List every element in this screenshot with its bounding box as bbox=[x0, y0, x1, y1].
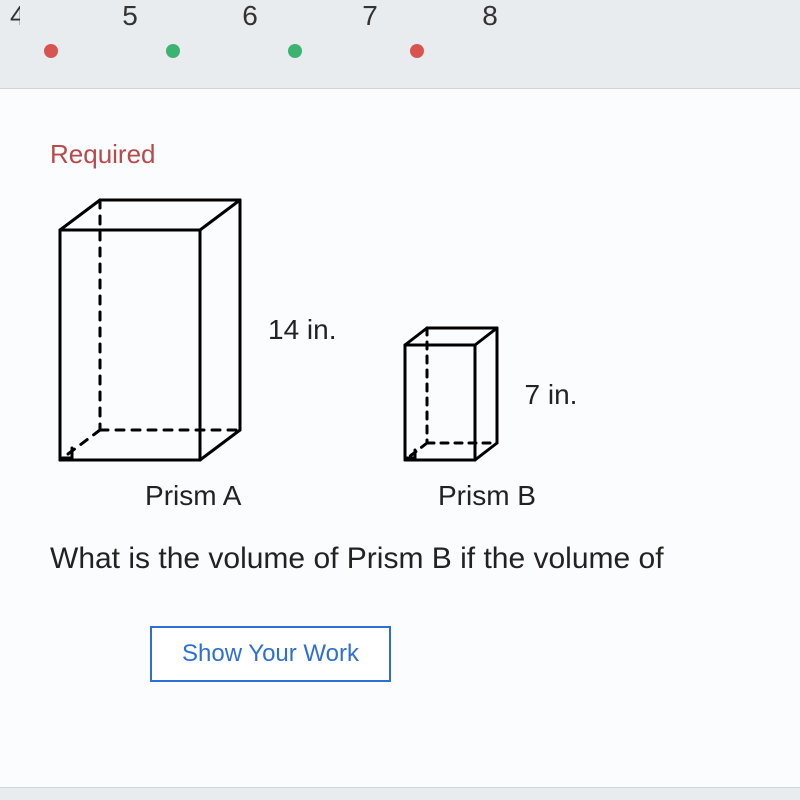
question-nav-dots bbox=[0, 44, 800, 58]
status-dot bbox=[166, 44, 180, 58]
prism-b-diagram bbox=[397, 320, 507, 470]
nav-number[interactable]: 7 bbox=[360, 0, 380, 32]
prism-a-height-label: 14 in. bbox=[268, 314, 337, 346]
prism-b-caption: Prism B bbox=[438, 480, 536, 512]
prism-a-caption: Prism A bbox=[145, 480, 241, 512]
nav-number[interactable]: 4 bbox=[10, 0, 20, 32]
required-label: Required bbox=[50, 139, 760, 170]
status-dot bbox=[410, 44, 424, 58]
show-your-work-button[interactable]: Show Your Work bbox=[150, 626, 391, 682]
nav-number[interactable]: 6 bbox=[240, 0, 260, 32]
nav-number[interactable]: 8 bbox=[480, 0, 500, 32]
question-text: What is the volume of Prism B if the vol… bbox=[50, 542, 760, 576]
prism-b-group: 7 in. Prism B bbox=[397, 320, 578, 512]
prism-a-group: 14 in. Prism A bbox=[50, 190, 337, 512]
status-dot bbox=[288, 44, 302, 58]
nav-number[interactable]: 5 bbox=[120, 0, 140, 32]
prism-b-height-label: 7 in. bbox=[525, 379, 578, 411]
question-nav-numbers: 4 5 6 7 8 bbox=[0, 0, 800, 40]
question-card: Required 14 in. Prism A 7 in. Prism B Wh… bbox=[0, 88, 800, 788]
prism-a-diagram bbox=[50, 190, 250, 470]
prisms-figure: 14 in. Prism A 7 in. Prism B bbox=[50, 190, 760, 512]
status-dot bbox=[44, 44, 58, 58]
